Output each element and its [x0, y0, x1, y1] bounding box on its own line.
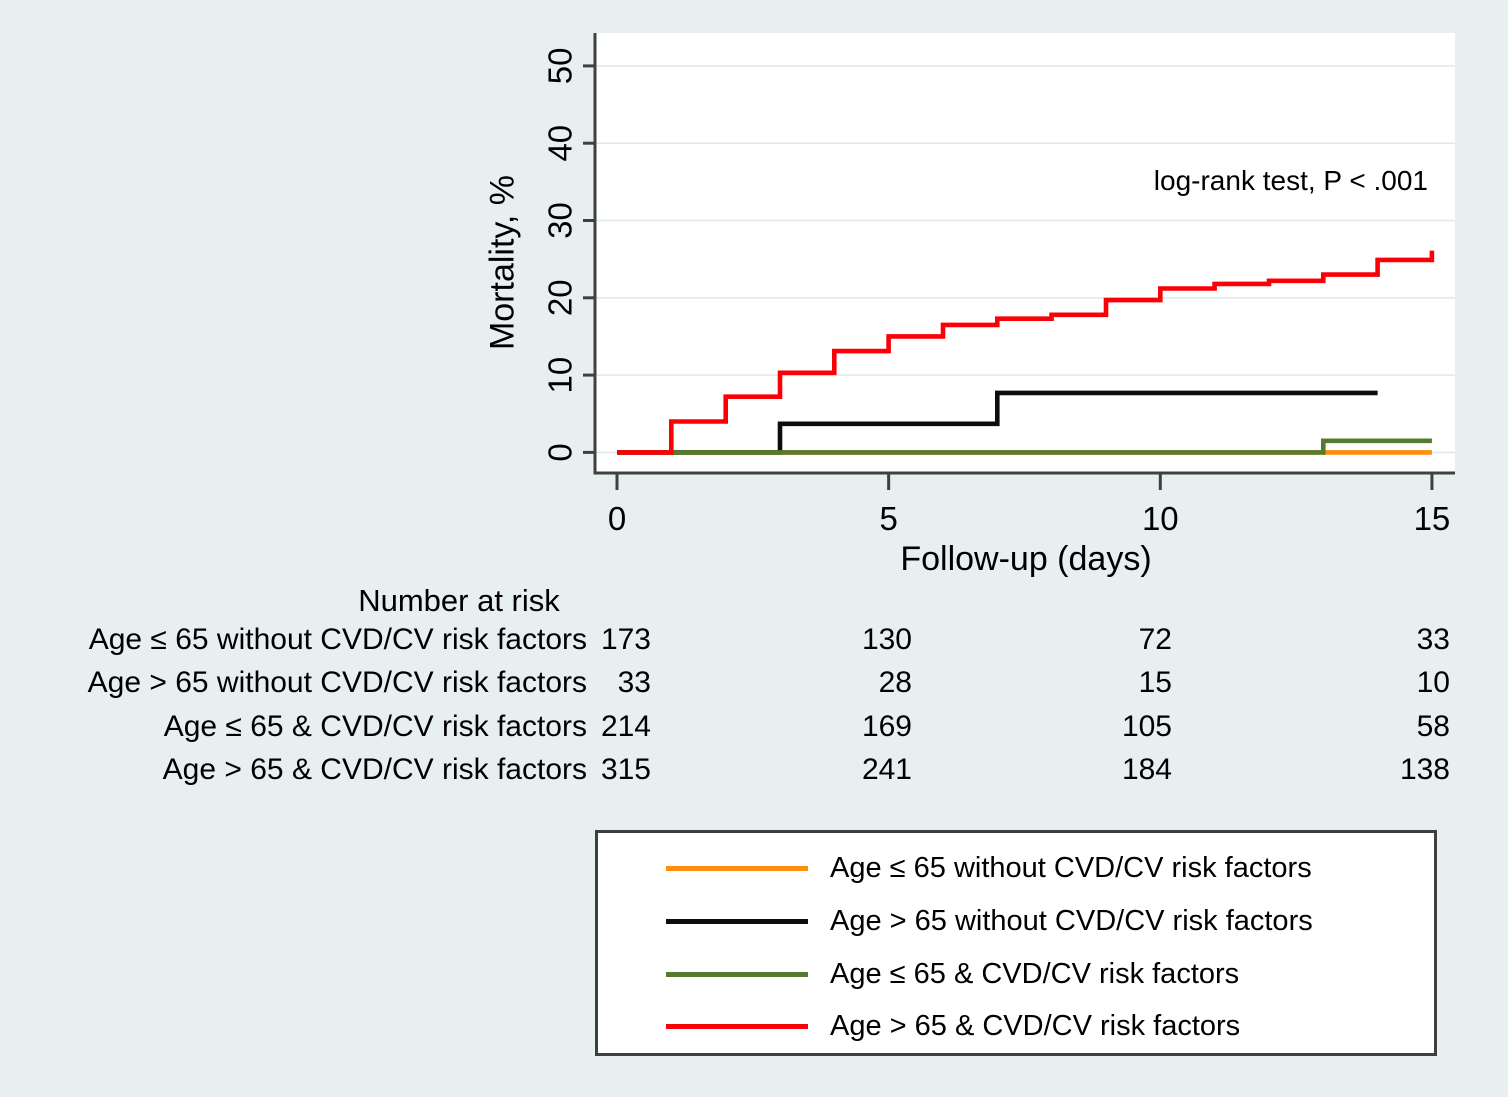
legend-label: Age ≤ 65 without CVD/CV risk factors	[830, 851, 1312, 884]
legend-line-swatch-black	[666, 918, 808, 924]
risk-table-row: Age ≤ 65 & CVD/CV risk factors 214 169 1…	[0, 710, 1508, 744]
risk-value: 184	[1121, 753, 1172, 786]
legend-label: Age ≤ 65 & CVD/CV risk factors	[830, 957, 1240, 990]
risk-value: 15	[1138, 666, 1172, 699]
risk-value: 28	[878, 666, 912, 699]
legend-line-swatch-red	[666, 1023, 808, 1029]
risk-table-row: Age ≤ 65 without CVD/CV risk factors 173…	[0, 623, 1508, 657]
legend-label: Age > 65 without CVD/CV risk factors	[830, 904, 1313, 937]
risk-table-title: Number at risk	[358, 583, 560, 618]
risk-value: 169	[861, 710, 912, 743]
legend-item: Age > 65 & CVD/CV risk factors	[666, 1009, 1240, 1043]
svg-text:5: 5	[879, 500, 897, 537]
legend-item: Age ≤ 65 & CVD/CV risk factors	[666, 957, 1239, 991]
risk-table-row: Age > 65 & CVD/CV risk factors 315 241 1…	[0, 753, 1508, 787]
risk-table-row: Age > 65 without CVD/CV risk factors 33 …	[0, 666, 1508, 700]
risk-value: 72	[1138, 623, 1172, 656]
svg-text:40: 40	[542, 125, 579, 162]
svg-text:0: 0	[542, 443, 579, 461]
risk-row-label: Age > 65 without CVD/CV risk factors	[87, 666, 587, 699]
risk-row-label: Age ≤ 65 & CVD/CV risk factors	[163, 710, 587, 743]
risk-value: 105	[1121, 710, 1172, 743]
risk-value: 173	[600, 623, 651, 656]
risk-row-label: Age > 65 & CVD/CV risk factors	[162, 753, 587, 786]
y-axis-title: Mortality, %	[483, 174, 522, 351]
svg-text:10: 10	[542, 357, 579, 394]
x-axis-title: Follow-up (days)	[900, 540, 1152, 578]
svg-text:0: 0	[608, 500, 626, 537]
legend-label: Age > 65 & CVD/CV risk factors	[830, 1009, 1241, 1042]
risk-value: 315	[600, 753, 651, 786]
svg-text:30: 30	[542, 202, 579, 239]
risk-value: 138	[1399, 753, 1450, 786]
legend-line-swatch-orange	[666, 865, 808, 871]
svg-text:15: 15	[1414, 500, 1451, 537]
risk-value: 58	[1416, 710, 1450, 743]
risk-value: 33	[1416, 623, 1450, 656]
risk-row-label: Age ≤ 65 without CVD/CV risk factors	[88, 623, 587, 656]
legend-line-swatch-green	[666, 971, 808, 977]
risk-value: 130	[861, 623, 912, 656]
svg-text:50: 50	[542, 48, 579, 85]
svg-text:20: 20	[542, 279, 579, 316]
risk-value: 33	[617, 666, 651, 699]
legend-item: Age ≤ 65 without CVD/CV risk factors	[666, 851, 1312, 885]
risk-value: 214	[600, 710, 651, 743]
legend-item: Age > 65 without CVD/CV risk factors	[666, 904, 1313, 938]
svg-text:10: 10	[1142, 500, 1179, 537]
risk-value: 10	[1416, 666, 1450, 699]
log-rank-annotation: log-rank test, P < .001	[1153, 165, 1428, 196]
risk-value: 241	[861, 753, 912, 786]
legend-box: Age ≤ 65 without CVD/CV risk factors Age…	[595, 830, 1437, 1056]
